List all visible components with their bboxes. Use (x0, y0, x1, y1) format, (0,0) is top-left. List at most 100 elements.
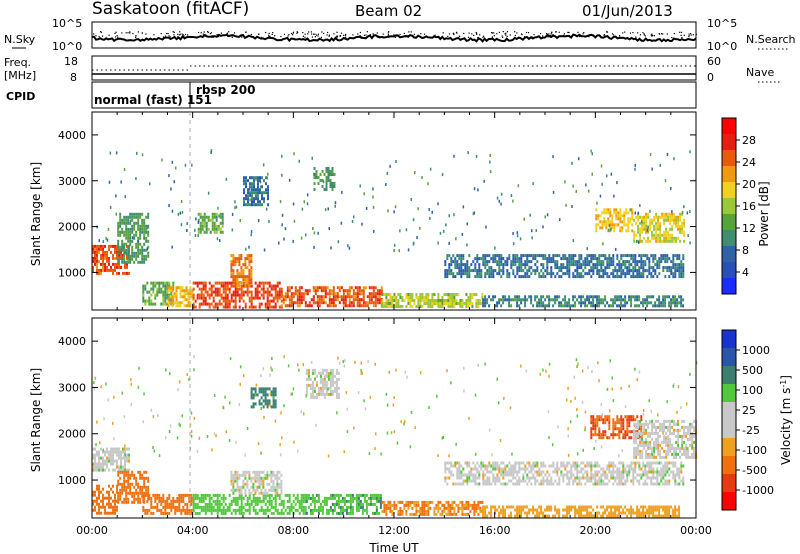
heat-cell (171, 160, 174, 164)
heat-cell (236, 476, 239, 480)
heat-cell (139, 491, 142, 495)
heat-cell (129, 230, 132, 234)
heat-cell (359, 499, 362, 503)
noise-search-point (246, 35, 248, 37)
heat-cell (110, 453, 112, 457)
heat-cell (490, 505, 493, 509)
heat-cell (108, 180, 111, 184)
heat-cell (427, 299, 430, 302)
heat-cell (605, 211, 608, 215)
heat-cell (166, 502, 169, 506)
heat-cell (377, 511, 380, 515)
heat-cell (328, 298, 331, 302)
heat-cell (365, 505, 368, 509)
heat-cell (120, 450, 122, 454)
noise-search-point (311, 33, 313, 35)
heat-cell (441, 503, 444, 507)
heat-cell (639, 230, 642, 234)
heat-cell (678, 275, 681, 279)
heat-cell (116, 450, 118, 454)
heat-cell (161, 158, 163, 162)
heat-cell (532, 464, 535, 468)
heat-cell (683, 233, 686, 237)
heat-cell (133, 491, 136, 495)
heat-cell (199, 224, 202, 228)
heat-cell (121, 227, 124, 231)
heat-cell (362, 304, 365, 308)
heat-cell (243, 179, 245, 183)
heat-cell (467, 299, 470, 302)
heat-cell (559, 218, 561, 222)
heat-cell (116, 256, 118, 260)
heat-cell (361, 222, 363, 226)
heat-cell (449, 509, 452, 513)
heat-cell (115, 194, 117, 198)
heat-cell (444, 272, 447, 276)
heat-cell (143, 221, 146, 225)
heat-cell (121, 242, 124, 246)
heat-cell (616, 275, 619, 279)
heat-cell (554, 470, 557, 474)
heat-cell (556, 511, 559, 515)
heat-cell (372, 301, 375, 305)
heat-cell (518, 298, 521, 302)
heat-cell (670, 260, 673, 264)
heat-cell (469, 296, 472, 299)
heat-cell (451, 512, 454, 516)
heat-cell (574, 275, 577, 279)
heat-cell (630, 254, 633, 258)
heat-cell (397, 293, 400, 296)
heat-cell (608, 514, 611, 518)
heat-cell (298, 301, 301, 305)
noise-search-point (504, 33, 506, 35)
heat-cell (389, 296, 392, 299)
heat-cell (294, 286, 297, 290)
heat-cell (221, 218, 224, 222)
heat-cell (602, 514, 605, 518)
heat-cell (182, 496, 185, 500)
heat-cell (284, 298, 287, 302)
heat-cell (476, 269, 479, 273)
heat-cell (251, 182, 253, 186)
heat-cell (530, 482, 533, 486)
noise-search-point (501, 35, 503, 37)
heat-cell (282, 511, 285, 515)
heat-cell (664, 295, 667, 299)
heat-cell (448, 461, 451, 465)
heat-cell (178, 496, 181, 500)
noise-search-point (359, 31, 361, 34)
heat-cell (119, 494, 122, 498)
heat-cell (613, 226, 616, 230)
heat-cell (536, 514, 539, 518)
heat-cell (642, 514, 645, 518)
heat-cell (502, 266, 505, 270)
heat-cell (620, 298, 623, 302)
heat-cell (514, 275, 517, 279)
heat-cell (245, 179, 247, 183)
heat-cell (298, 159, 300, 163)
heat-cell (127, 221, 130, 225)
heat-cell (254, 281, 257, 285)
freq-tick-top: 18 (64, 55, 78, 68)
heat-cell (504, 295, 507, 299)
heat-cell (108, 262, 110, 266)
heat-cell (445, 299, 448, 302)
heat-cell (102, 450, 104, 454)
heat-cell (100, 262, 102, 266)
heat-cell (234, 290, 237, 294)
heat-cell (500, 511, 503, 515)
noise-search-point (274, 35, 276, 37)
heat-cell (109, 151, 112, 155)
heat-cell (170, 299, 173, 303)
heat-cell (671, 233, 674, 237)
heat-cell (488, 254, 491, 258)
heat-cell (123, 248, 126, 252)
heat-cell (532, 269, 535, 273)
heat-cell (614, 476, 617, 480)
heat-cell (465, 299, 468, 302)
heat-cell (169, 301, 172, 305)
heat-cell (226, 284, 229, 288)
heat-cell (192, 493, 195, 497)
heat-cell (504, 473, 507, 477)
heat-cell (340, 286, 343, 290)
